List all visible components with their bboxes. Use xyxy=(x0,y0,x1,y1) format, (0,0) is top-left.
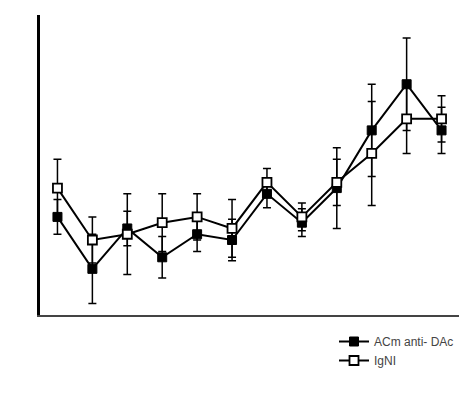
svg-text:IgNI: IgNI xyxy=(374,354,396,368)
svg-text:ACm anti- DAc: ACm anti- DAc xyxy=(374,335,453,349)
